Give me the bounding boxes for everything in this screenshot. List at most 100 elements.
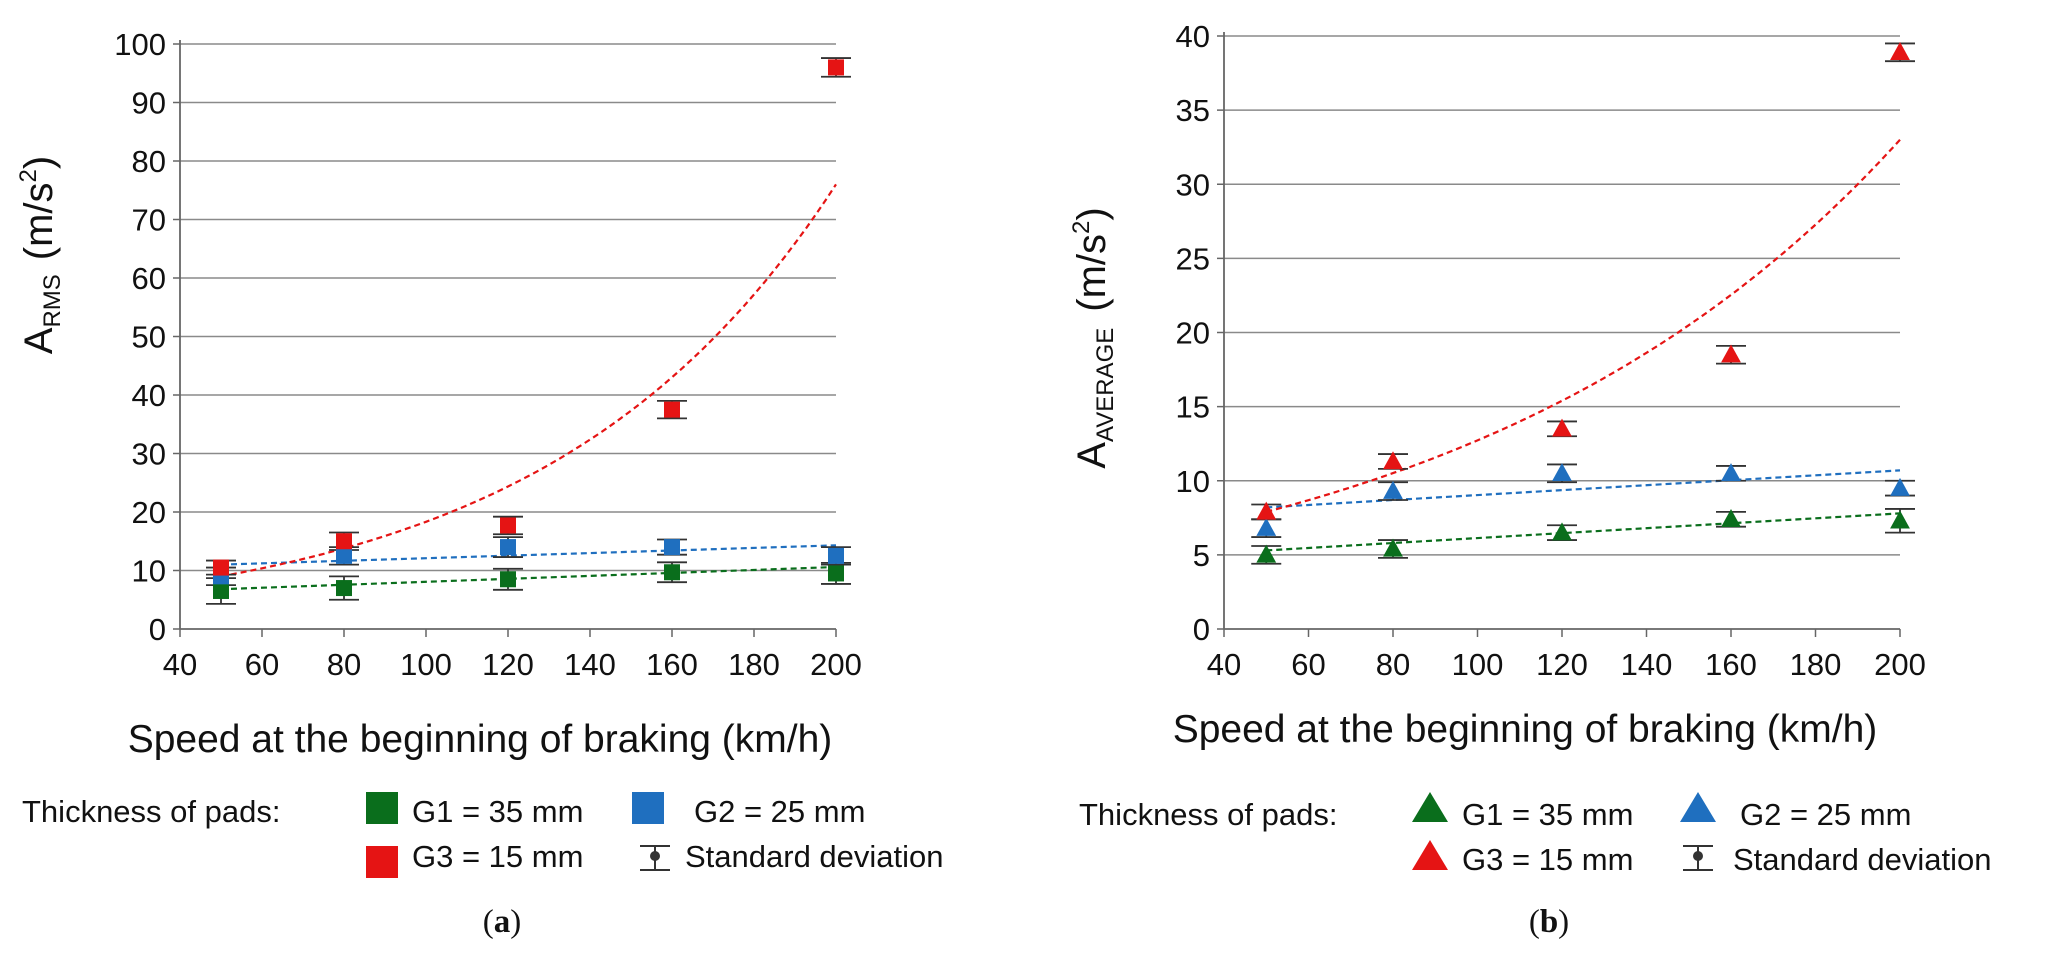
y-tick-label: 100 <box>114 27 166 62</box>
data-point-g2 <box>1552 463 1572 482</box>
trendlines-a <box>220 183 837 591</box>
data-point-g3 <box>1890 42 1910 61</box>
data-point-g1 <box>664 564 680 581</box>
legend-std-icon-a <box>640 845 670 871</box>
data-point-g2 <box>664 539 680 556</box>
gridlines-a <box>180 43 836 572</box>
legend-a: Thickness of pads: G1 = 35 mm G2 = 25 mm… <box>22 792 944 878</box>
legend-b: Thickness of pads: G1 = 35 mm G2 = 25 mm… <box>1079 792 1992 877</box>
y-tick-label: 30 <box>132 437 166 472</box>
data-point-g2 <box>828 547 844 564</box>
x-tick-label: 160 <box>646 647 698 682</box>
data-points-a <box>213 59 844 599</box>
data-point-g1 <box>1890 510 1910 529</box>
legend-swatch-g1-b <box>1412 792 1448 822</box>
legend-label-g2-b: G2 = 25 mm <box>1740 797 1911 832</box>
x-tick-label: 60 <box>1291 647 1325 682</box>
x-axis-label-a: Speed at the beginning of braking (km/h) <box>128 718 833 761</box>
legend-label-g3-b: G3 = 15 mm <box>1462 842 1633 877</box>
data-point-g1 <box>213 582 229 599</box>
y-tick-label: 60 <box>132 261 166 296</box>
y-tick-label: 70 <box>132 203 166 238</box>
trendline-g3 <box>220 183 837 578</box>
error-bars-b <box>1251 42 1915 565</box>
y-tick-label: 40 <box>1176 19 1210 54</box>
data-point-g2 <box>336 547 352 564</box>
data-point-g2 <box>1383 480 1403 499</box>
y-tick-label: 30 <box>1176 167 1210 202</box>
y-tick-labels-a: 0 10 20 30 40 50 60 70 80 90 100 <box>114 27 166 647</box>
x-tick-label: 120 <box>1536 647 1588 682</box>
panel-label-a: (a) <box>483 904 522 940</box>
legend-swatch-g3-a <box>366 846 398 878</box>
y-tick-label: 50 <box>132 320 166 355</box>
y-axis-label-b: AAVERAGE(m/s2) <box>1068 207 1119 468</box>
legend-label-g1-b: G1 = 35 mm <box>1462 797 1633 832</box>
data-point-g3 <box>1383 451 1403 470</box>
legend-label-std-a: Standard deviation <box>685 839 944 874</box>
trendline-g1 <box>220 565 837 591</box>
chart-panel-b: 0 5 10 15 20 25 30 35 40 40 60 80 100 120 140 160 180 20… <box>1068 19 1992 940</box>
x-tick-label: 120 <box>482 647 534 682</box>
y-tick-label: 15 <box>1176 390 1210 425</box>
x-tick-label: 80 <box>327 647 361 682</box>
error-bars-a <box>206 57 851 605</box>
y-tick-label: 5 <box>1193 538 1210 573</box>
y-tick-labels-b: 0 5 10 15 20 25 30 35 40 <box>1176 19 1210 647</box>
x-tick-label: 60 <box>245 647 279 682</box>
x-tick-label: 80 <box>1376 647 1410 682</box>
data-point-g1 <box>500 571 516 588</box>
x-tick-labels-b: 40 60 80 100 120 140 160 180 200 <box>1207 647 1926 682</box>
legend-label-g3-a: G3 = 15 mm <box>412 839 583 874</box>
data-point-g1 <box>1383 538 1403 557</box>
x-tick-label: 200 <box>1874 647 1926 682</box>
trendlines-b <box>1266 139 1901 552</box>
x-tick-label: 140 <box>564 647 616 682</box>
data-point-g1 <box>828 565 844 582</box>
y-tick-label: 25 <box>1176 241 1210 276</box>
x-tick-label: 180 <box>1790 647 1842 682</box>
y-tick-label: 35 <box>1176 93 1210 128</box>
legend-std-icon-b <box>1683 845 1713 871</box>
data-point-g3 <box>213 559 229 576</box>
y-tick-label: 80 <box>132 144 166 179</box>
panel-label-b: (b) <box>1529 904 1569 940</box>
legend-swatch-g2-b <box>1680 792 1716 822</box>
x-tick-label: 100 <box>400 647 452 682</box>
legend-label-g2-a: G2 = 25 mm <box>694 794 865 829</box>
data-point-g3 <box>1721 344 1741 363</box>
legend-swatch-g2-a <box>632 792 664 824</box>
x-tick-labels-a: 40 60 80 100 120 140 160 180 200 <box>163 647 862 682</box>
x-tick-label: 200 <box>810 647 862 682</box>
y-tick-label: 90 <box>132 86 166 121</box>
data-point-g3 <box>1552 418 1572 437</box>
y-tick-label: 0 <box>1193 612 1210 647</box>
legend-title-a: Thickness of pads: <box>22 794 280 829</box>
x-axis-label-b: Speed at the beginning of braking (km/h) <box>1173 708 1878 751</box>
y-axis-label-a: ARMS(m/s2) <box>15 156 66 354</box>
data-point-g3 <box>664 401 680 418</box>
axes-b <box>1217 32 1901 637</box>
data-point-g2 <box>500 539 516 556</box>
x-tick-label: 40 <box>1207 647 1241 682</box>
data-point-g2 <box>1256 517 1277 536</box>
data-points-b <box>1256 42 1910 563</box>
data-point-g1 <box>336 580 352 597</box>
y-tick-label: 40 <box>132 378 166 413</box>
x-tick-label: 160 <box>1705 647 1757 682</box>
data-point-g1 <box>1552 522 1572 541</box>
y-tick-label: 20 <box>132 495 166 530</box>
data-point-g3 <box>1256 501 1277 520</box>
trendline-g2 <box>220 544 837 566</box>
axes-a <box>173 40 837 637</box>
data-point-g1 <box>1721 509 1741 527</box>
legend-label-g1-a: G1 = 35 mm <box>412 794 583 829</box>
chart-panel-a: 0 10 20 30 40 50 60 70 80 90 100 40 60 80 100 120 140 16… <box>15 27 944 940</box>
x-tick-label: 140 <box>1621 647 1673 682</box>
data-point-g2 <box>1721 463 1741 482</box>
y-tick-label: 0 <box>149 612 166 647</box>
y-tick-label: 20 <box>1176 316 1210 351</box>
legend-title-b: Thickness of pads: <box>1079 797 1337 832</box>
trendline-g1 <box>1266 512 1901 552</box>
